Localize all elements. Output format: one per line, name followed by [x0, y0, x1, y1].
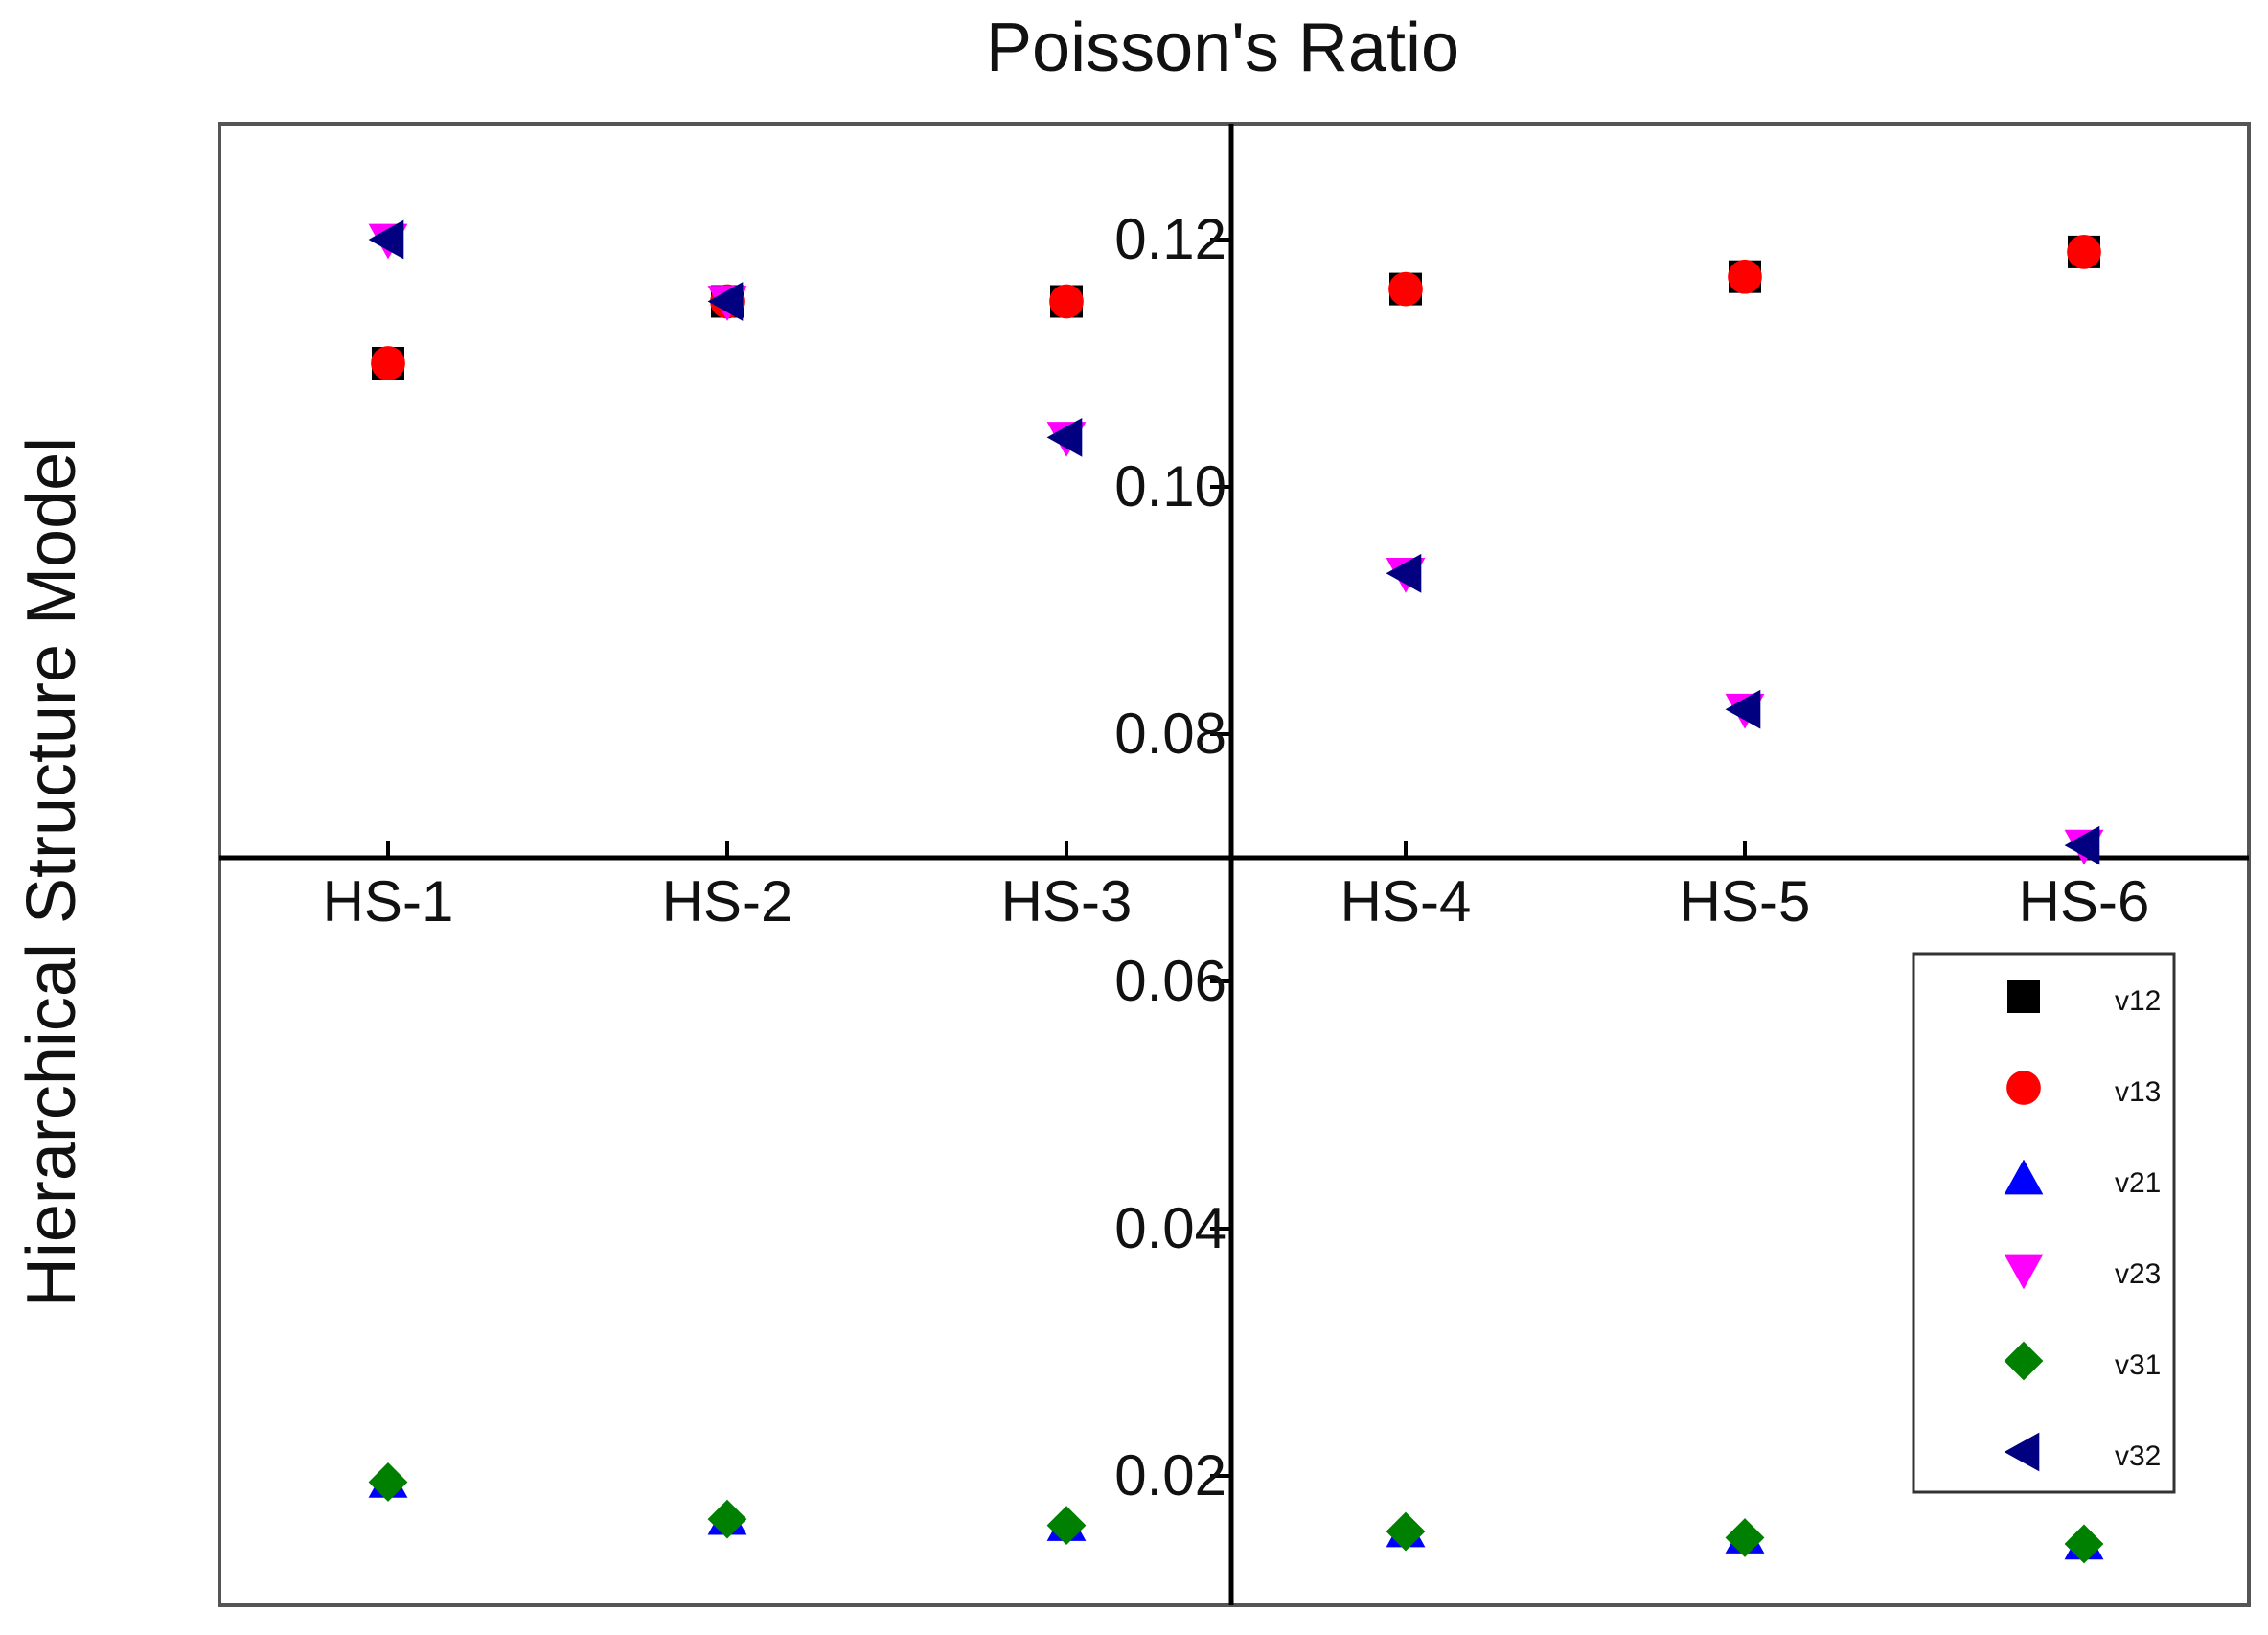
x-tick-label: HS-4 — [1340, 869, 1472, 933]
legend-marker-v13 — [2006, 1071, 2041, 1105]
x-tick-label: HS-2 — [662, 869, 793, 933]
x-tick-label: HS-6 — [2019, 869, 2150, 933]
y-axis-label: Hierarchical Structure Model — [13, 437, 90, 1307]
point-v31-hs-5 — [1725, 1518, 1765, 1557]
point-v32-hs-5 — [1725, 689, 1761, 729]
point-v13-hs-5 — [1728, 259, 1762, 294]
legend-box — [1912, 952, 2176, 1494]
point-v32-hs-6 — [2064, 825, 2100, 865]
point-v32-hs-3 — [1046, 418, 1083, 457]
point-v31-hs-4 — [1386, 1511, 1426, 1552]
legend-marker-v31 — [2004, 1341, 2044, 1381]
point-v32-hs-2 — [707, 282, 744, 321]
point-v31-hs-6 — [2064, 1524, 2104, 1564]
y-ticks: 0.02 0.04 0.06 0.08 0.10 0.12 — [1114, 207, 1231, 1508]
point-v13-hs-3 — [1049, 284, 1084, 319]
legend-label-v13: v13 — [2115, 1076, 2161, 1108]
y-tick-label: 0.04 — [1114, 1196, 1226, 1260]
point-v32-hs-1 — [368, 219, 404, 260]
x-category-labels: HS-1 HS-2 HS-3 HS-4 HS-5 HS-6 — [323, 841, 2150, 933]
y-tick-label: 0.10 — [1114, 454, 1226, 518]
point-v13-hs-4 — [1388, 271, 1423, 307]
legend-label-v12: v12 — [2115, 985, 2161, 1017]
x-tick-label: HS-5 — [1680, 869, 1811, 933]
legend-marker-v21 — [2004, 1159, 2044, 1195]
legend-label-v23: v23 — [2115, 1258, 2161, 1290]
y-tick-label: 0.06 — [1114, 949, 1226, 1013]
legend-marker-v12 — [2007, 980, 2040, 1013]
point-v31-hs-1 — [368, 1462, 408, 1502]
plot-frame — [218, 122, 2251, 1607]
legend: v12 v13 v21 v23 v31 v32 — [1912, 952, 2176, 1494]
legend-marker-v23 — [2004, 1254, 2044, 1290]
y-tick-label: 0.08 — [1114, 702, 1226, 766]
point-v32-hs-4 — [1386, 553, 1422, 593]
point-v31-hs-3 — [1046, 1506, 1087, 1545]
y-tick-label: 0.02 — [1114, 1443, 1226, 1508]
legend-label-v32: v32 — [2115, 1440, 2161, 1472]
legend-label-v31: v31 — [2115, 1349, 2161, 1381]
point-v31-hs-2 — [707, 1499, 747, 1539]
point-v13-hs-6 — [2067, 235, 2101, 269]
y-tick-label: 0.12 — [1114, 207, 1226, 271]
x-tick-label: HS-1 — [323, 869, 454, 933]
legend-label-v21: v21 — [2115, 1167, 2161, 1199]
legend-marker-v32 — [2004, 1432, 2040, 1472]
data-points — [368, 219, 2104, 1564]
chart-title: Poisson's Ratio — [986, 10, 1459, 86]
x-tick-label: HS-3 — [1001, 869, 1133, 933]
point-v13-hs-1 — [371, 346, 405, 380]
